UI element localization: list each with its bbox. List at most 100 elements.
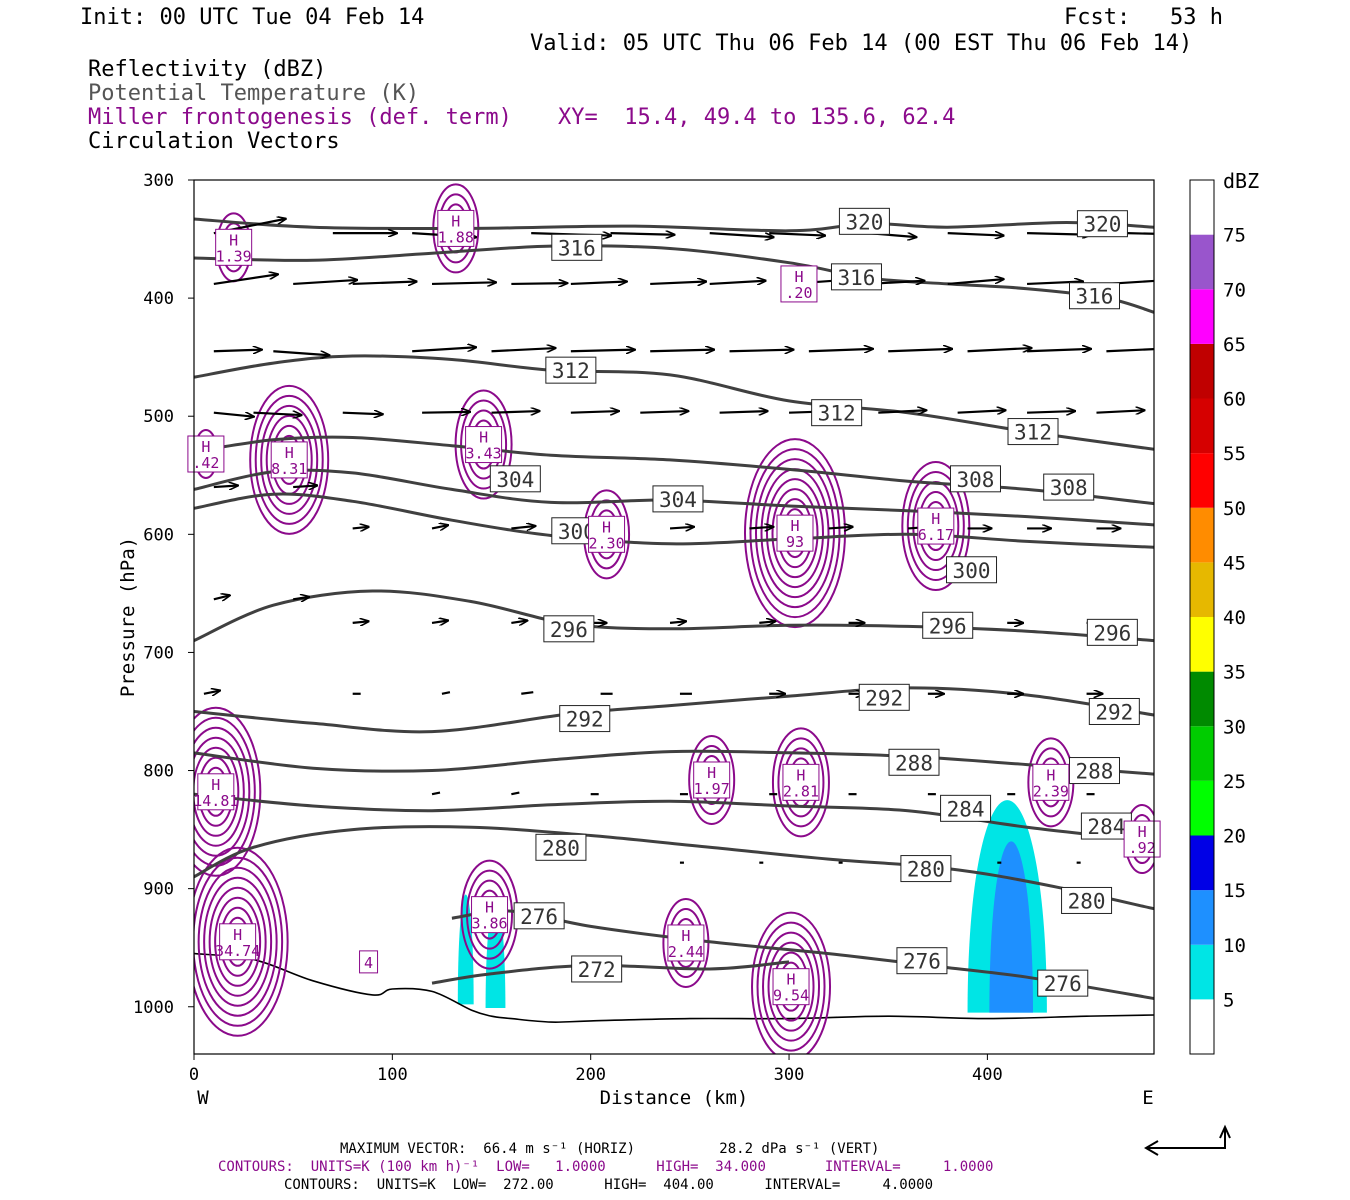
fronto-max-h-3: H — [201, 438, 210, 456]
theta-label-280-1: 280 — [907, 858, 945, 882]
theta-label-box-292-0 — [559, 705, 611, 733]
circulation-vector-2-0 — [213, 350, 262, 352]
fronto-contour-4-3 — [265, 414, 313, 505]
theta-contour-288 — [194, 749, 1154, 776]
fronto-max-box-11 — [782, 763, 820, 801]
theta-label-284-1: 284 — [1087, 815, 1125, 839]
fronto-max-box-14 — [471, 896, 509, 934]
axes-layer: 300 400 500 600 700 800 900 1000 0 100 200 300 400 — [133, 171, 1003, 1085]
field-fronto-label: Miller frontogenesis (def. term) — [88, 105, 512, 130]
theta-label-308-1: 308 — [1050, 476, 1088, 500]
theta-label-box-284-1 — [1080, 812, 1132, 840]
theta-contour-280 — [194, 825, 1154, 911]
theta-label-292-2: 292 — [1095, 700, 1133, 724]
y-tick-label-300: 300 — [143, 171, 174, 191]
circulation-vector-4-1 — [293, 485, 317, 487]
circulation-vector-5-1 — [431, 525, 448, 528]
colorbar-segment-15 — [1190, 180, 1214, 235]
fronto-max-h-14: H — [485, 899, 494, 917]
circulation-vector-1-11 — [1027, 282, 1083, 284]
field-vectors-label: Circulation Vectors — [88, 129, 340, 154]
circulation-vector-1-10 — [947, 279, 1004, 286]
fronto-max-box-2 — [780, 265, 818, 303]
colorbar-level-50: 50 — [1223, 498, 1246, 520]
forecast-hour-label: Fcst: 53 h — [1064, 5, 1223, 30]
fronto-contour-4-6 — [249, 384, 330, 535]
y-tick-label-1000: 1000 — [133, 998, 174, 1018]
circulation-vector-2-5 — [650, 350, 714, 352]
theta-label-272-0: 272 — [578, 958, 616, 982]
fronto-contour-7-4 — [765, 478, 824, 589]
theta-label-box-296-2 — [1086, 618, 1138, 646]
x-tick-label-0: 0 — [189, 1065, 199, 1085]
colorbar-units-label: dBZ — [1223, 169, 1259, 193]
fronto-max-box-1 — [437, 209, 475, 247]
fronto-max-h-10: H — [707, 764, 716, 782]
circulation-vector-3-12 — [1096, 410, 1144, 412]
circulation-vector-3-2 — [342, 413, 383, 415]
colorbar-segment-9 — [1190, 507, 1214, 563]
fronto-max-box-7 — [776, 514, 814, 552]
theta-label-296-1: 296 — [929, 614, 967, 638]
circulation-vector-1-7 — [709, 281, 766, 284]
circulation-vector-7-4 — [669, 621, 686, 623]
theta-label-box-284-0 — [940, 794, 992, 822]
fronto-max-value-1: 1.88 — [438, 228, 474, 246]
fronto-max-h-7: H — [790, 517, 799, 535]
circulation-vector-2-3 — [491, 348, 556, 351]
circulation-vector-1-4 — [511, 283, 567, 284]
fronto-max-value-13: .92 — [1129, 839, 1156, 857]
theta-label-316-0: 316 — [558, 236, 596, 260]
theta-label-320-0: 320 — [845, 210, 883, 234]
fronto-extra-label-0: 4 — [364, 954, 373, 972]
field-theta-label: Potential Temperature (K) — [88, 81, 420, 106]
circulation-vector-2-4 — [570, 350, 635, 352]
fronto-contour-info: CONTOURS: UNITS=K (100 km h)⁻¹ LOW= 1.00… — [218, 1159, 994, 1175]
theta-contour-320 — [194, 217, 1154, 233]
circulation-vector-9-0 — [431, 791, 441, 796]
fronto-contour-5-3 — [460, 399, 508, 490]
circulation-vector-2-10 — [1027, 349, 1091, 351]
fronto-max-value-10: 1.97 — [694, 780, 730, 798]
theta-label-box-296-0 — [543, 615, 595, 643]
colorbar-level-25: 25 — [1223, 771, 1246, 793]
colorbar-level-15: 15 — [1223, 880, 1246, 902]
fronto-contour-17-3 — [214, 896, 262, 987]
theta-label-box-280-2 — [1061, 886, 1113, 914]
fronto-max-value-0: 1.39 — [216, 247, 252, 265]
colorbar-segment-8 — [1190, 562, 1214, 617]
theta-label-box-316-1 — [830, 263, 882, 291]
fronto-max-h-6: H — [602, 518, 611, 536]
fronto-contour-9-7 — [194, 706, 262, 877]
circulation-vector-6-1 — [293, 597, 309, 599]
cross-section-endpoints-label: XY= 15.4, 49.4 to 135.6, 62.4 — [558, 105, 956, 130]
y-tick-label-900: 900 — [143, 880, 174, 900]
colorbar: 5 10 15 20 25 30 35 40 45 50 55 60 65 70 75 — [1189, 179, 1246, 1055]
circulation-vector-0-6 — [769, 233, 825, 235]
circulation-vector-9-1 — [511, 791, 520, 796]
theta-contour-300 — [194, 492, 1154, 549]
colorbar-segment-5 — [1190, 726, 1214, 781]
theta-label-box-276-1 — [896, 947, 948, 975]
theta-contour-304 — [194, 468, 1154, 527]
fronto-contour-16-4 — [762, 931, 821, 1042]
reflectivity-cell-3 — [989, 841, 1034, 1013]
circulation-vector-0-10 — [1126, 232, 1154, 235]
fronto-max-h-1: H — [451, 212, 460, 230]
circulation-vector-3-3 — [422, 412, 470, 413]
y-axis-title: Pressure (hPa) — [117, 537, 139, 697]
fronto-max-value-2: .20 — [785, 284, 812, 302]
fronto-contour-8-5 — [901, 461, 971, 592]
theta-label-296-2: 296 — [1093, 621, 1131, 645]
theta-label-box-308-0 — [949, 465, 1001, 493]
circulation-vector-2-1 — [273, 350, 329, 355]
theta-label-box-280-0 — [535, 833, 587, 861]
circulation-vector-1-1 — [293, 280, 357, 286]
theta-contour-layer — [194, 217, 1154, 1000]
theta-label-292-0: 292 — [566, 708, 604, 732]
colorbar-segment-12 — [1190, 343, 1214, 399]
colorbar-segment-3 — [1190, 835, 1214, 891]
x-tick-label-100: 100 — [377, 1065, 408, 1085]
theta-label-288-0: 288 — [895, 751, 933, 775]
fronto-contour-9-4 — [194, 736, 245, 847]
